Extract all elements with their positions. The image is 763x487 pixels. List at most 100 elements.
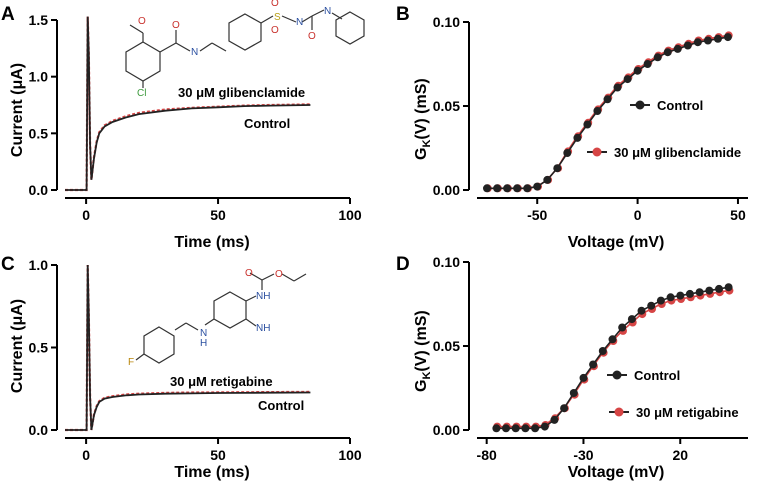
panel-b-point-control — [673, 44, 682, 53]
panel-b-y-tick-label: 0.05 — [433, 98, 460, 114]
panel-b-point-control — [683, 41, 692, 50]
panel-b-point-control — [503, 184, 512, 193]
panel-b-point-control — [633, 66, 642, 75]
panel-d-xlabel: Voltage (mV) — [568, 464, 665, 481]
bond — [185, 322, 199, 331]
panel-c-letter: C — [1, 254, 15, 275]
panel-d-point-control — [627, 315, 636, 324]
atom-label: N — [200, 328, 207, 339]
bond — [211, 42, 227, 52]
panel-d-ylabel-main: G — [413, 380, 430, 392]
panel-b-x-tick-label: 0 — [634, 207, 642, 223]
panel-a-y-tick-label: 0.0 — [29, 182, 49, 198]
cyclohexane-ring — [335, 11, 365, 45]
atom-label: NH — [256, 291, 270, 302]
panel-a-letter: A — [1, 4, 15, 25]
panel-b-point-control — [533, 182, 542, 191]
panel-d-point-control — [579, 373, 588, 382]
atom-label: O — [271, 0, 279, 9]
panel-d-point-control — [598, 347, 607, 355]
atom-label: O — [308, 31, 316, 42]
panel-a-y-tick-label: 0.5 — [29, 125, 49, 141]
panel-b-point-control — [593, 107, 602, 115]
panel-b-point-control — [583, 120, 592, 129]
bond — [135, 353, 145, 361]
panel-d-point-control — [715, 284, 723, 293]
panel-a-y-tick-label: 1.5 — [29, 12, 49, 28]
atom-label: N — [191, 47, 198, 58]
retigabine-structure — [135, 272, 307, 364]
panel-a-x-tick-label: 0 — [82, 207, 90, 223]
glibenclamide-structure — [125, 9, 365, 88]
atom-label: O — [275, 269, 283, 280]
panel-d-point-control — [695, 288, 704, 297]
panel-c-ylabel: Current (μA) — [9, 299, 26, 393]
panel-d-y-tick-label: 0.00 — [433, 422, 460, 438]
panel-b-x-tick-label: -50 — [527, 207, 547, 223]
panel-a-plot: 0.0 0.5 1.0 1.5 0 50 100 — [29, 12, 362, 223]
panel-d-point-control — [531, 424, 540, 433]
panel-d-point-control — [637, 306, 646, 315]
panel-a-ylabel: Current (μA) — [9, 63, 26, 157]
panel-b-point-control — [703, 36, 712, 45]
legend-marker-drug — [592, 147, 602, 157]
panel-b-x-tick-label: 50 — [730, 207, 746, 223]
benzene-ring-left — [125, 41, 161, 82]
panel-b-point-control — [623, 75, 632, 84]
legend-marker-control — [635, 100, 645, 110]
atom-label: O — [172, 20, 180, 31]
panel-c-y-tick-label: 1.0 — [29, 257, 49, 273]
panel-b-point-control — [723, 33, 732, 42]
panel-c-plot: 0.0 0.5 1.0 0 50 100 — [29, 257, 362, 463]
panel-a: A 0.0 0.5 1.0 1.5 0 50 100 Time (ms) Current (… — [1, 0, 365, 251]
panel-a-trace-drug — [65, 16, 311, 192]
panel-d-y-tick-label: 0.10 — [433, 254, 460, 270]
panel-b-point-control — [553, 164, 562, 173]
legend-label-drug: 30 μM retigabine — [636, 405, 739, 420]
bond — [281, 273, 295, 282]
panel-b-y-tick-label: 0.10 — [433, 14, 460, 30]
panel-b-point-control — [573, 133, 582, 142]
panel-d-y-tick-label: 0.05 — [433, 338, 460, 354]
panel-b-letter: B — [396, 4, 410, 25]
atom-label: F — [128, 357, 134, 368]
benzene-ring-left — [143, 326, 175, 364]
panel-a-annotation-drug: 30 μM glibenclamide — [178, 85, 305, 100]
panel-b: B 0.00 0.05 0.10 -50 0 50 Voltage (mV) GK(V) … — [396, 4, 748, 251]
panel-b-point-control — [653, 53, 662, 62]
benzene-ring-right — [213, 291, 247, 329]
bond — [204, 318, 215, 326]
panel-b-point-control — [483, 184, 491, 193]
atom-label: O — [271, 25, 279, 36]
panel-b-point-control — [563, 149, 572, 157]
panel-a-trace-control — [65, 16, 311, 191]
legend-marker-control — [612, 370, 622, 380]
panel-c-x-tick-label: 100 — [338, 447, 362, 463]
panel-d-point-control — [705, 286, 714, 295]
bond — [175, 42, 191, 52]
panel-d-plot: 0.00 0.05 0.10 -80 -30 20 — [433, 254, 748, 463]
panel-d-point-control — [676, 291, 685, 300]
atom-label: S — [274, 12, 281, 23]
bond — [261, 273, 275, 281]
bond — [249, 272, 263, 281]
panel-b-y-tick-label: 0.00 — [433, 182, 460, 198]
panel-c-y-tick-label: 0.5 — [29, 340, 49, 356]
panel-d-point-control — [618, 323, 627, 332]
panel-d-point-control — [724, 283, 733, 292]
panel-d-point-control — [550, 415, 559, 424]
panel-d-point-control — [560, 404, 569, 413]
bond — [174, 322, 187, 331]
panel-a-xlabel: Time (ms) — [174, 234, 249, 251]
panel-d-point-control — [540, 422, 549, 431]
atom-label: O — [138, 16, 146, 27]
panel-b-point-control — [513, 184, 522, 193]
panel-d-ylabel: GK(V) (mS) — [413, 310, 433, 392]
panel-b-ylabel-main: G — [413, 148, 430, 160]
bond — [245, 318, 257, 327]
panel-d-point-control — [685, 289, 694, 298]
panel-d-point-control — [502, 424, 510, 433]
panel-b-xlabel: Voltage (mV) — [568, 234, 665, 251]
panel-d-point-control — [656, 296, 665, 305]
